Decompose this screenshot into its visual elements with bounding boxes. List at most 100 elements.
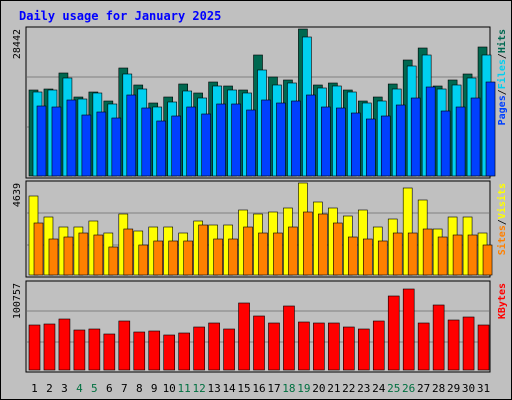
x-tick-label-1: 1 [31, 382, 38, 395]
x-tick-label-20: 20 [312, 382, 325, 395]
bar-middle-sites-8 [138, 244, 149, 276]
bar-bottom-kbytes-21 [328, 322, 340, 371]
x-tick-label-28: 28 [432, 382, 445, 395]
bar-middle-sites-29 [452, 234, 463, 276]
bar-top-pages-30 [470, 97, 481, 177]
bar-bottom-kbytes-19 [298, 321, 310, 371]
bar-top-pages-1 [36, 105, 47, 177]
x-tick-label-26: 26 [402, 382, 415, 395]
bar-top-pages-14 [231, 103, 241, 177]
bar-top-pages-20 [321, 106, 331, 177]
x-tick-label-23: 23 [357, 382, 370, 395]
bar-top-pages-31 [485, 81, 496, 177]
x-tick-label-4: 4 [76, 382, 83, 395]
bar-top-pages-4 [81, 114, 92, 177]
x-tick-label-21: 21 [327, 382, 340, 395]
bar-top-pages-17 [276, 102, 286, 177]
bar-middle-sites-2 [48, 238, 59, 276]
bar-middle-sites-3 [63, 236, 74, 276]
x-tick-label-30: 30 [462, 382, 475, 395]
legend-item-kbytes: KBytes [497, 283, 508, 319]
bar-middle-sites-30 [467, 234, 478, 276]
bar-bottom-kbytes-31 [477, 324, 490, 371]
bar-middle-sites-16 [258, 232, 268, 276]
bar-bottom-kbytes-12 [193, 326, 205, 371]
bar-top-pages-3 [66, 99, 77, 177]
bar-middle-sites-21 [333, 222, 343, 276]
bar-top-pages-13 [216, 103, 226, 177]
bar-bottom-kbytes-16 [253, 315, 265, 371]
bar-bottom-kbytes-26 [402, 288, 415, 371]
x-tick-label-12: 12 [193, 382, 206, 395]
x-tick-label-6: 6 [106, 382, 113, 395]
x-tick-label-7: 7 [121, 382, 128, 395]
bar-middle-sites-14 [228, 238, 238, 276]
y-max-label-bottom: 100757 [12, 283, 23, 319]
bar-bottom-kbytes-28 [432, 304, 445, 371]
bar-middle-sites-7 [123, 228, 134, 276]
bar-top-pages-5 [96, 111, 107, 177]
x-tick-label-27: 27 [417, 382, 430, 395]
bar-top-pages-16 [261, 99, 271, 177]
x-tick-label-9: 9 [151, 382, 158, 395]
bar-top-pages-28 [440, 110, 451, 177]
bar-bottom-kbytes-11 [178, 332, 190, 371]
bar-bottom-kbytes-20 [313, 322, 325, 371]
bar-top-pages-7 [126, 94, 137, 177]
legend-item-pages: Pages [497, 95, 508, 125]
x-tick-label-11: 11 [178, 382, 191, 395]
legend-bottom: KBytes [497, 283, 508, 319]
bar-top-pages-9 [156, 120, 167, 177]
y-max-label-top: 28442 [12, 29, 23, 59]
bar-middle-sites-27 [422, 228, 433, 276]
x-tick-label-16: 16 [252, 382, 265, 395]
bar-bottom-kbytes-14 [223, 328, 235, 371]
bar-bottom-kbytes-27 [417, 322, 430, 371]
bar-bottom-kbytes-8 [133, 331, 146, 371]
bar-middle-sites-19 [303, 211, 313, 276]
y-max-label-middle: 4639 [12, 183, 23, 207]
legend-top: Pages/Files/Hits [496, 29, 508, 125]
bar-middle-sites-11 [183, 240, 193, 276]
legend-separator: / [497, 53, 508, 59]
legend-separator: / [497, 219, 508, 225]
x-tick-label-19: 19 [297, 382, 310, 395]
bar-middle-sites-10 [168, 240, 179, 276]
bar-bottom-kbytes-6 [103, 333, 116, 371]
bar-middle-sites-5 [93, 234, 104, 276]
bar-bottom-kbytes-23 [357, 328, 370, 371]
bar-top-pages-18 [291, 100, 301, 177]
x-tick-label-10: 10 [163, 382, 176, 395]
bar-bottom-kbytes-30 [462, 316, 475, 371]
legend-item-sites: Sites [496, 225, 508, 255]
bar-top-pages-19 [306, 94, 316, 177]
bar-top-pages-24 [380, 115, 391, 177]
bar-middle-sites-9 [153, 240, 164, 276]
bar-top-pages-2 [51, 106, 62, 177]
bar-bottom-kbytes-7 [118, 320, 131, 371]
bar-bottom-kbytes-25 [387, 295, 400, 371]
bar-bottom-kbytes-17 [268, 322, 280, 371]
chart-panels: 28442Pages/Files/Hits4639Sites/Visits100… [12, 26, 508, 395]
bar-bottom-kbytes-22 [343, 326, 355, 371]
bar-middle-sites-13 [213, 238, 223, 276]
bar-top-pages-10 [171, 115, 182, 177]
legend-middle: Sites/Visits [496, 183, 508, 255]
bar-middle-sites-20 [318, 213, 328, 276]
legend-item-visits: Visits [496, 183, 508, 219]
bar-bottom-kbytes-29 [447, 319, 460, 371]
bar-bottom-kbytes-5 [88, 328, 101, 371]
x-tick-label-18: 18 [282, 382, 295, 395]
bar-bottom-kbytes-15 [238, 302, 250, 371]
bar-top-pages-27 [425, 86, 436, 177]
bar-middle-sites-17 [273, 232, 283, 276]
x-tick-label-29: 29 [447, 382, 460, 395]
bar-top-pages-29 [455, 106, 466, 177]
bar-top-pages-21 [336, 107, 346, 177]
bar-top-pages-8 [141, 107, 152, 177]
chart-title: Daily usage for January 2025 [19, 9, 221, 23]
bar-top-pages-22 [351, 112, 361, 177]
bar-middle-sites-18 [288, 226, 298, 276]
bar-top-pages-15 [246, 109, 256, 177]
bar-bottom-kbytes-24 [372, 320, 385, 371]
